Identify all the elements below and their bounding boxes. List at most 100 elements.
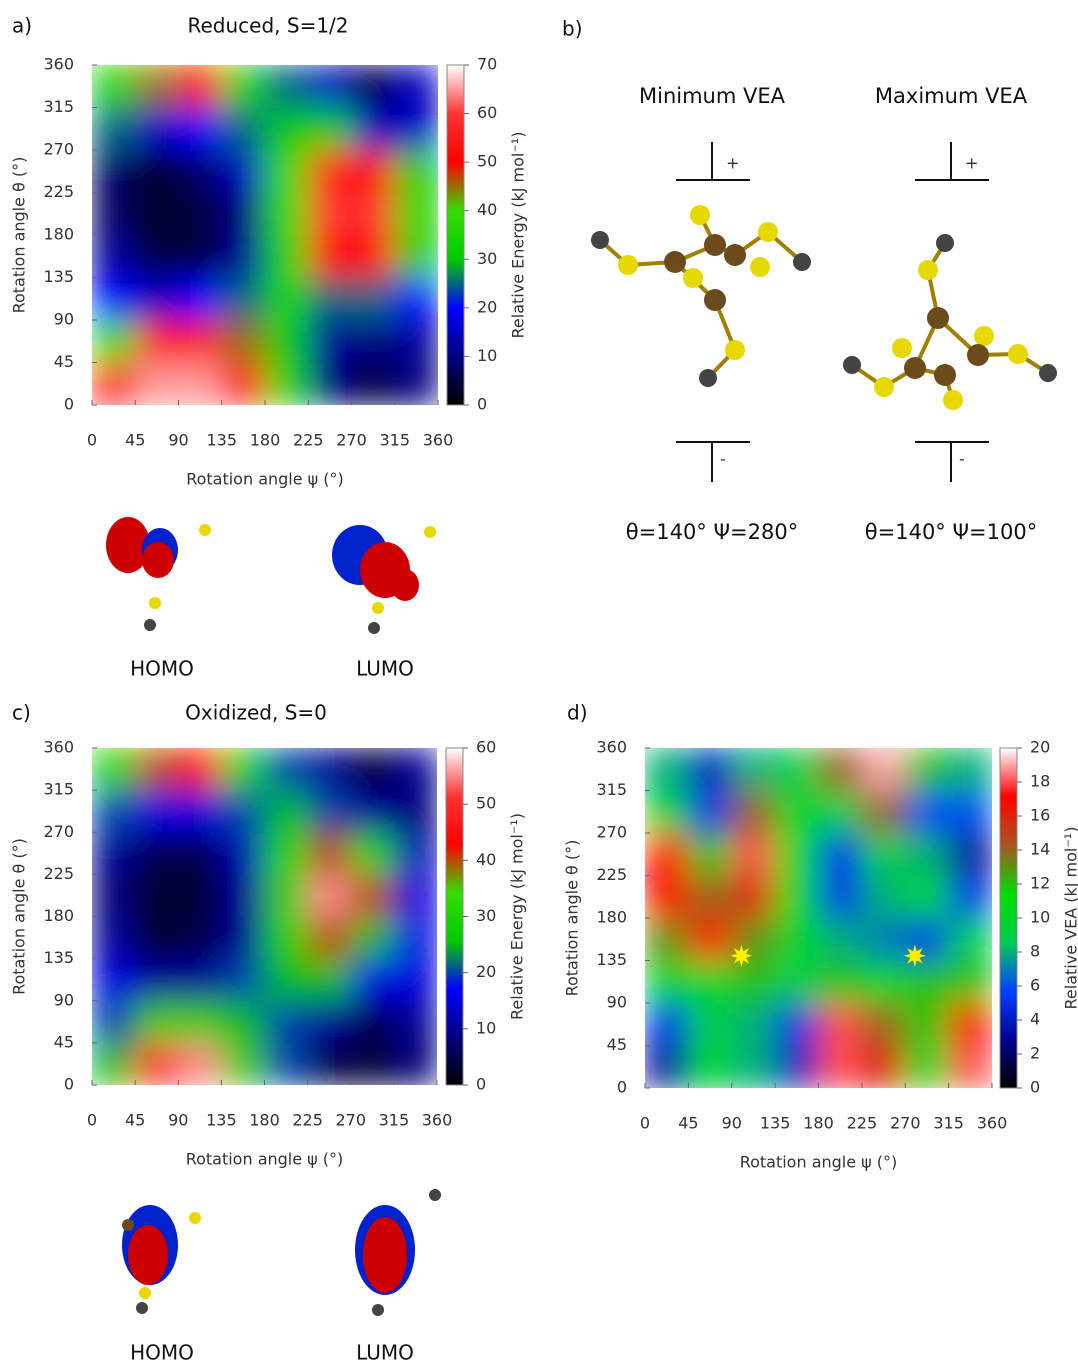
- colorbar-tick-label: 50: [477, 152, 497, 171]
- colorbar-tick-label: 70: [477, 55, 497, 74]
- y-tick-label: 135: [43, 267, 74, 286]
- heatmap-cell: [92, 278, 136, 321]
- structure-title: Maximum VEA: [875, 84, 1028, 108]
- y-axis-label: Rotation angle θ (°): [10, 838, 29, 995]
- heatmap-cell: [265, 959, 309, 1002]
- heatmap-cell: [92, 874, 136, 917]
- y-tick-label: 270: [43, 822, 74, 841]
- heatmap-cell: [178, 959, 222, 1002]
- heatmap-cell: [308, 363, 352, 406]
- heatmap-cell: [92, 832, 136, 875]
- heatmap-cell: [265, 748, 309, 791]
- colorbar-tick-label: 0: [476, 1075, 486, 1094]
- heatmap-cell: [645, 961, 689, 1004]
- heatmap-cell: [775, 918, 819, 961]
- y-tick-label: 315: [43, 780, 74, 799]
- heatmap-cell: [265, 1001, 309, 1044]
- heatmap: [92, 748, 438, 1086]
- y-tick-label: 90: [607, 993, 627, 1012]
- heatmap-cell: [775, 1046, 819, 1089]
- y-tick-label: 135: [596, 950, 627, 969]
- heatmap-cell: [135, 959, 179, 1002]
- y-tick-label: 180: [596, 908, 627, 927]
- heatmap-cells: [92, 748, 438, 1086]
- heatmap-cell: [265, 832, 309, 875]
- heatmap-cell: [179, 108, 223, 151]
- heatmap: [645, 748, 993, 1089]
- heatmap-cell: [352, 150, 396, 193]
- heatmap-cell: [221, 1001, 265, 1044]
- heatmap-cell: [92, 65, 136, 108]
- heatmap-cell: [351, 874, 395, 917]
- heatmap-cell: [222, 235, 266, 278]
- heatmap-cell: [819, 1046, 863, 1089]
- heatmap-cell: [222, 108, 266, 151]
- heatmap-cell: [688, 876, 732, 919]
- panel-label: c): [12, 701, 31, 725]
- colorbar-tick-label: 14: [1030, 840, 1050, 859]
- x-tick-label: 315: [379, 431, 410, 450]
- colorbar: [1000, 748, 1017, 1088]
- panel-label: b): [562, 17, 583, 41]
- colorbar-tick-label: 20: [1030, 738, 1050, 757]
- orbital-label: LUMO: [356, 657, 414, 681]
- colorbar-tick-label: 10: [476, 1018, 496, 1037]
- heatmap-cell: [92, 790, 136, 833]
- heatmap-cell: [775, 876, 819, 919]
- heatmap-cell: [221, 790, 265, 833]
- heatmap-cell: [905, 833, 949, 876]
- x-tick-label: 315: [933, 1114, 964, 1133]
- heatmap-cell: [645, 1046, 689, 1089]
- y-tick-label: 225: [596, 865, 627, 884]
- heatmap-cell: [308, 790, 352, 833]
- orbital-label: HOMO: [130, 1341, 194, 1365]
- heatmap-cell: [949, 1046, 993, 1089]
- colorbar-tick-label: 30: [476, 906, 496, 925]
- colorbar-tick-label: 6: [1030, 976, 1040, 995]
- heatmap-cell: [645, 833, 689, 876]
- x-tick-label: 90: [168, 1111, 188, 1130]
- colorbar-label: Relative VEA (kJ mol⁻¹): [1062, 827, 1078, 1010]
- heatmap-cell: [178, 1001, 222, 1044]
- heatmap-cell: [179, 65, 223, 108]
- chart-title: Reduced, S=1/2: [187, 14, 348, 38]
- heatmap-cell: [949, 876, 993, 919]
- heatmap-cell: [862, 876, 906, 919]
- heatmap-cell: [178, 748, 222, 791]
- heatmap-cell: [352, 65, 396, 108]
- heatmap-cell: [351, 1043, 395, 1086]
- heatmap-cell: [394, 959, 438, 1002]
- heatmap-cell: [265, 363, 309, 406]
- heatmap-cell: [775, 748, 819, 791]
- heatmap-cell: [135, 150, 179, 193]
- heatmap-cell: [222, 363, 266, 406]
- heatmap-cell: [351, 1001, 395, 1044]
- heatmap-cell: [265, 150, 309, 193]
- y-tick-label: 315: [43, 97, 74, 116]
- heatmap-cell: [645, 876, 689, 919]
- y-tick-label: 225: [43, 182, 74, 201]
- figure: b) Minimum VEA Maximum VEA + + - - θ=140…: [0, 0, 1078, 1364]
- heatmap-cell: [862, 833, 906, 876]
- y-tick-label: 360: [43, 738, 74, 757]
- x-tick-label: 135: [206, 431, 237, 450]
- heatmap-cell: [395, 108, 439, 151]
- y-tick-label: 0: [617, 1078, 627, 1097]
- heatmap-cell: [819, 833, 863, 876]
- y-tick-label: 135: [43, 948, 74, 967]
- x-tick-label: 135: [206, 1111, 237, 1130]
- heatmap-cell: [645, 748, 689, 791]
- y-tick-label: 360: [596, 738, 627, 757]
- heatmap-cell: [92, 363, 136, 406]
- heatmap-cell: [178, 917, 222, 960]
- x-tick-label: 270: [890, 1114, 921, 1133]
- heatmap-cell: [135, 1001, 179, 1044]
- x-tick-label: 180: [249, 1111, 280, 1130]
- colorbar-tick-label: 40: [477, 200, 497, 219]
- heatmap-cell: [92, 108, 136, 151]
- heatmap-cell: [394, 1043, 438, 1086]
- heatmap-cell: [135, 193, 179, 236]
- structure-title: Minimum VEA: [639, 84, 786, 108]
- plus-sign: +: [726, 154, 739, 173]
- colorbar-tick-label: 4: [1030, 1010, 1040, 1029]
